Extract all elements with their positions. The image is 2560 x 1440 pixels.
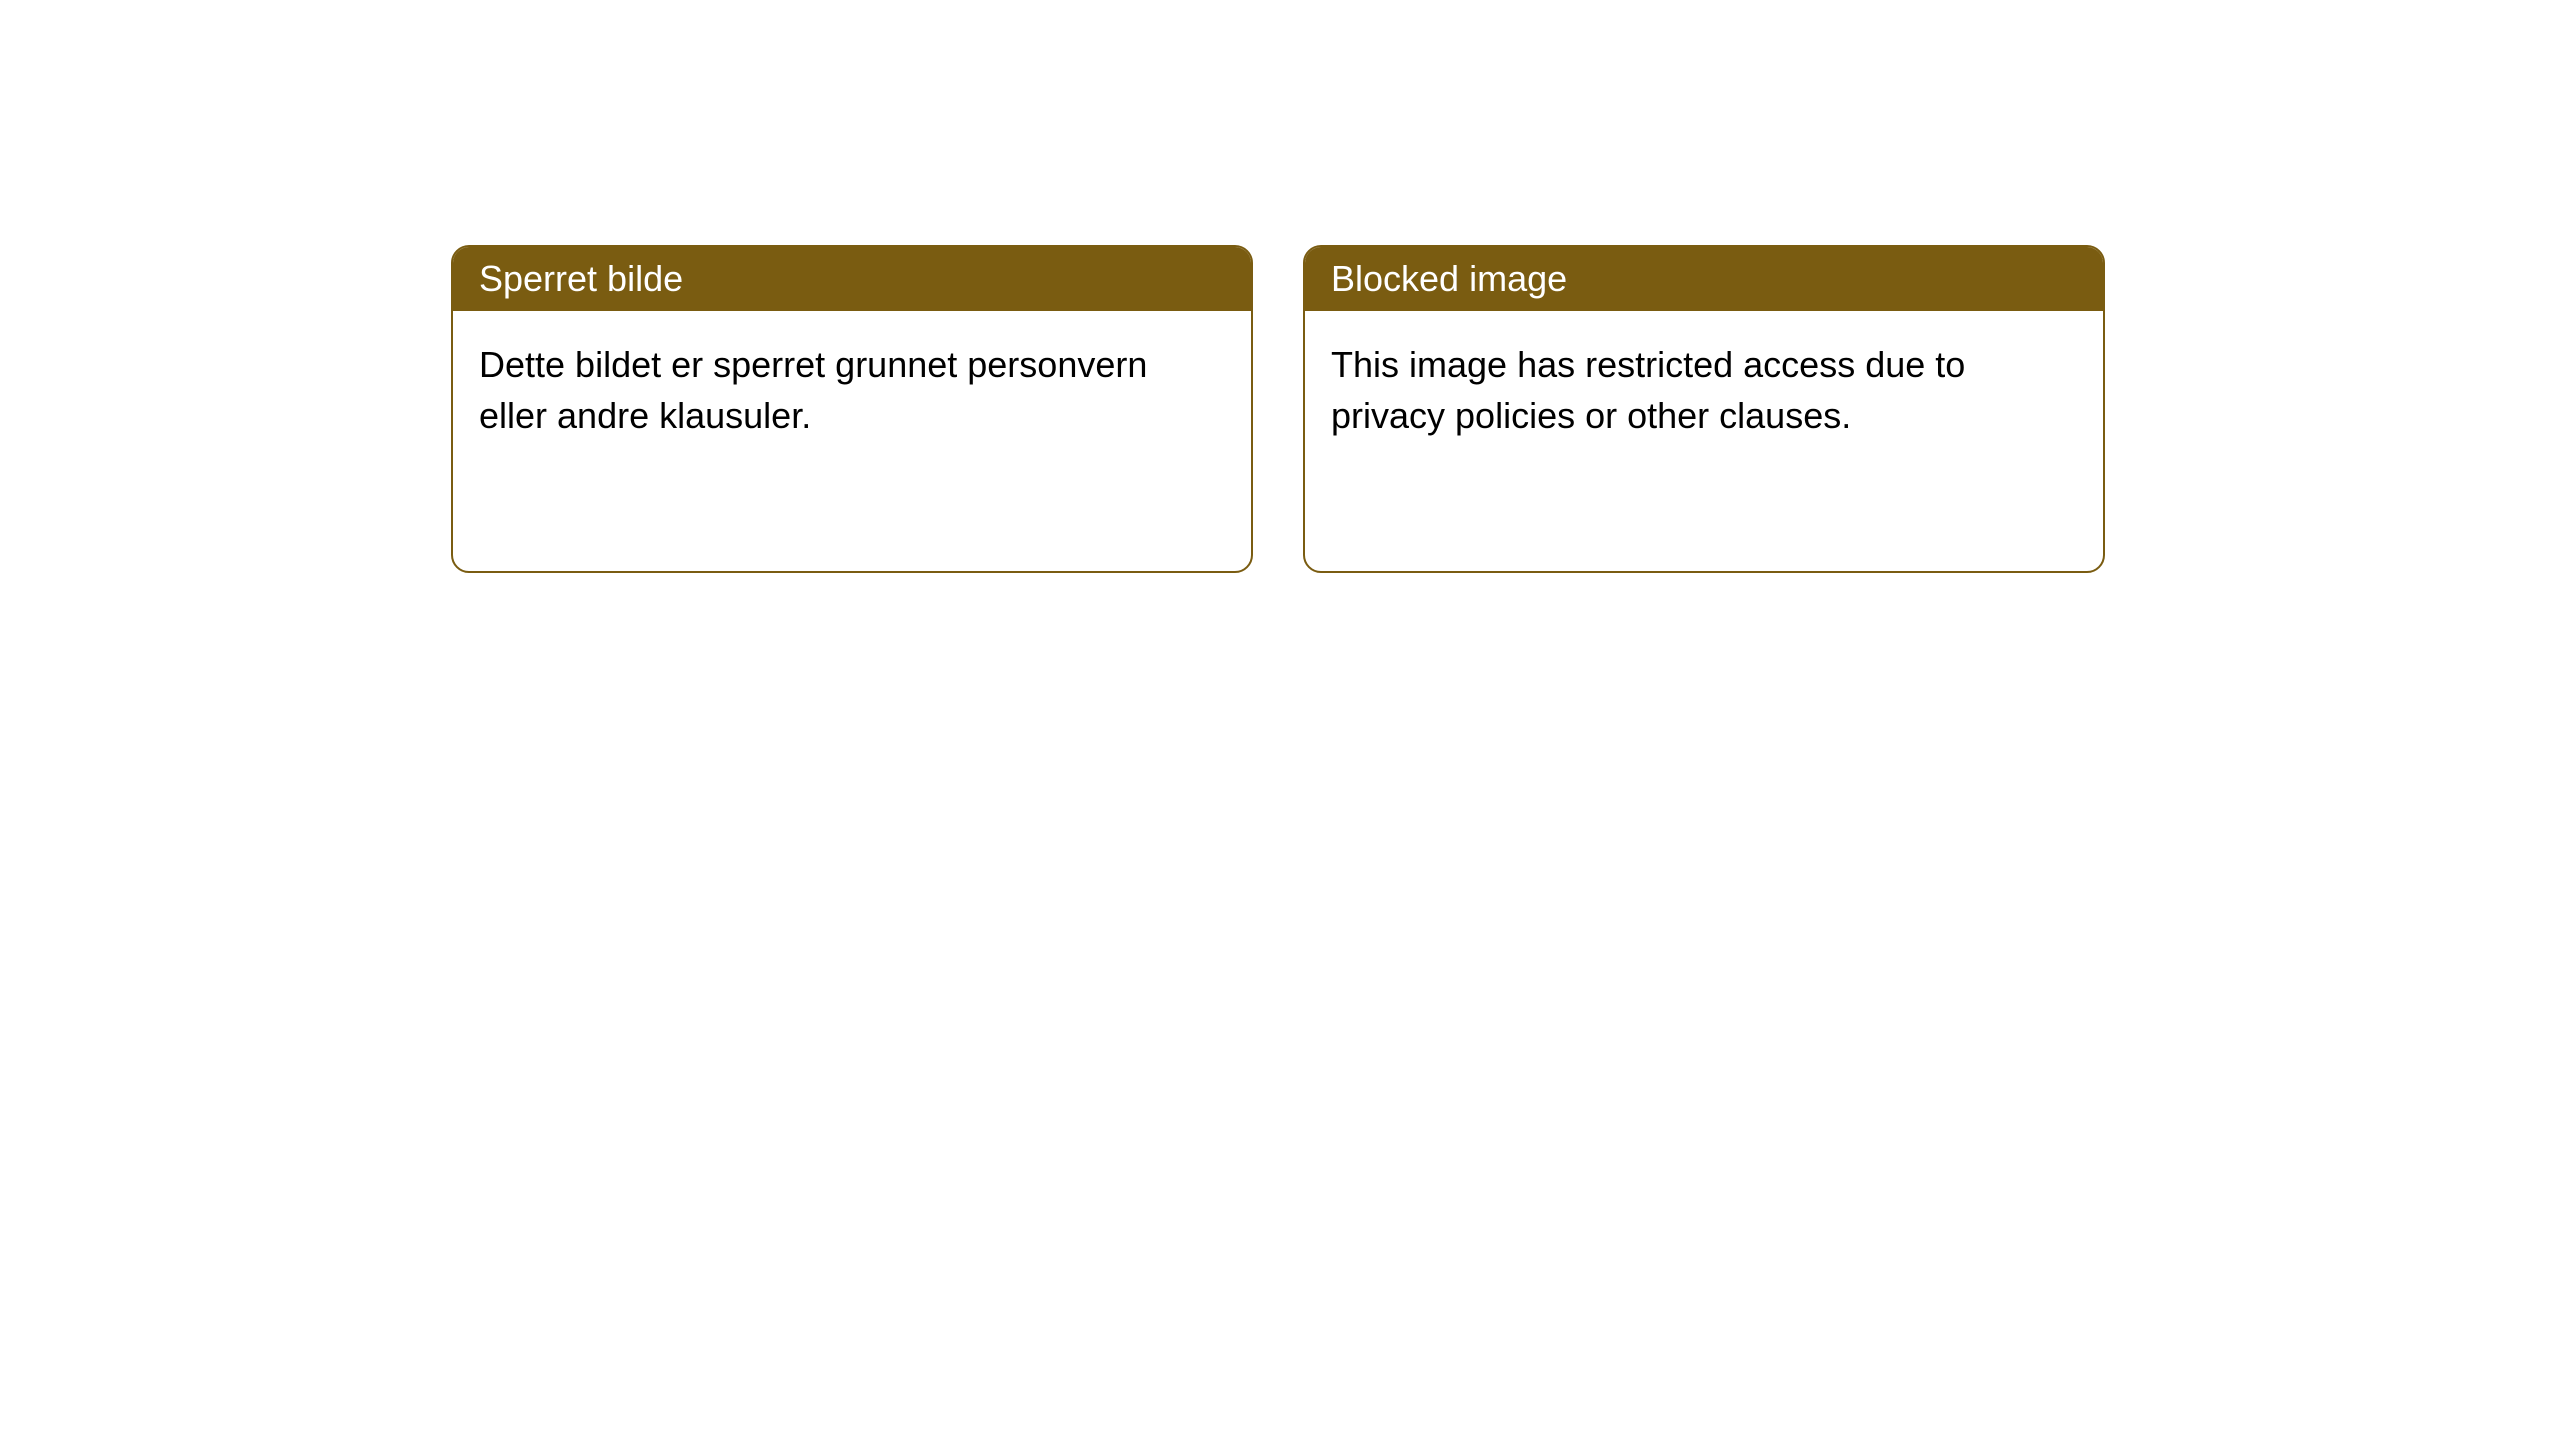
notice-card-english: Blocked image This image has restricted … bbox=[1303, 245, 2105, 573]
notice-container: Sperret bilde Dette bildet er sperret gr… bbox=[451, 245, 2105, 573]
notice-body: This image has restricted access due to … bbox=[1305, 311, 2103, 571]
notice-title: Blocked image bbox=[1331, 258, 1567, 299]
notice-header: Sperret bilde bbox=[453, 247, 1251, 311]
notice-message: Dette bildet er sperret grunnet personve… bbox=[479, 344, 1147, 436]
notice-message: This image has restricted access due to … bbox=[1331, 344, 1965, 436]
notice-header: Blocked image bbox=[1305, 247, 2103, 311]
notice-body: Dette bildet er sperret grunnet personve… bbox=[453, 311, 1251, 571]
notice-card-norwegian: Sperret bilde Dette bildet er sperret gr… bbox=[451, 245, 1253, 573]
notice-title: Sperret bilde bbox=[479, 258, 683, 299]
